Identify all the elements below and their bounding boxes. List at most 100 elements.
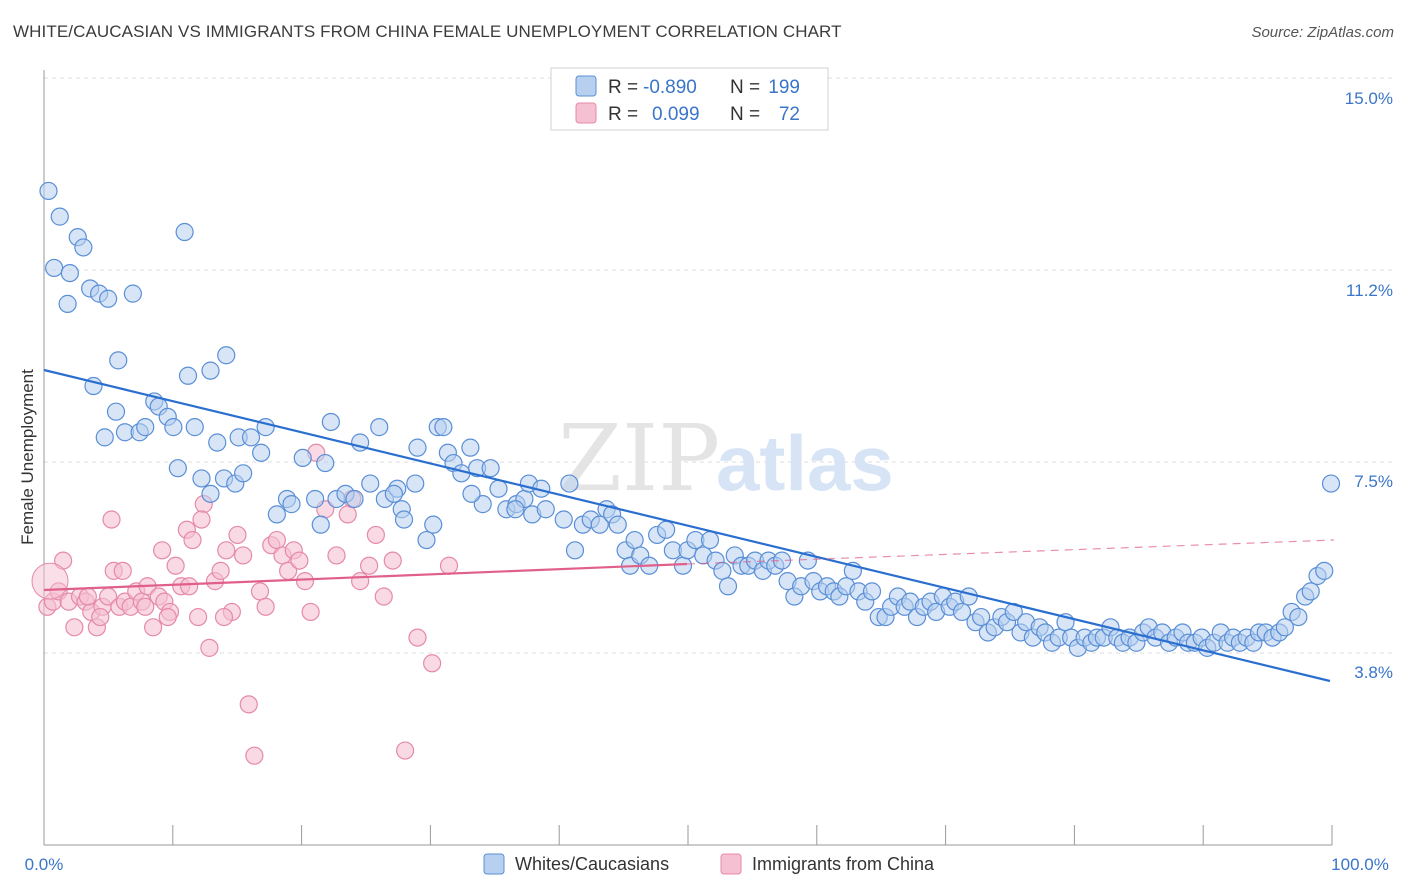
data-point-whites xyxy=(234,464,253,483)
bottom-legend-label-china: Immigrants from China xyxy=(752,854,935,874)
data-point-whites xyxy=(1289,607,1308,627)
data-point-whites xyxy=(267,505,286,524)
data-point-whites xyxy=(370,418,389,437)
data-point-whites xyxy=(201,361,220,380)
data-point-whites xyxy=(106,402,126,421)
legend-r-value-1: -0.890 xyxy=(643,77,697,98)
data-point-china xyxy=(295,572,315,591)
data-point-china xyxy=(366,525,385,545)
data-point-whites xyxy=(361,474,380,493)
data-point-whites xyxy=(506,500,525,519)
data-point-whites xyxy=(462,484,481,503)
data-point-china xyxy=(396,741,415,760)
data-point-whites xyxy=(554,510,573,529)
data-point-whites xyxy=(1301,582,1320,601)
data-point-whites xyxy=(201,484,220,503)
data-point-whites xyxy=(321,412,340,432)
data-point-whites xyxy=(560,474,579,493)
data-point-whites xyxy=(608,515,627,534)
legend-n-label-1: N = xyxy=(730,77,760,98)
legend-r-label-2: R = xyxy=(608,104,638,125)
data-point-china xyxy=(423,654,442,673)
legend-swatch-blue xyxy=(575,75,597,97)
data-point-china xyxy=(351,572,370,591)
data-point-whites xyxy=(217,346,236,365)
chart-title: WHITE/CAUCASIAN VS IMMIGRANTS FROM CHINA… xyxy=(13,22,842,41)
data-point-whites xyxy=(293,448,312,468)
data-point-whites xyxy=(345,489,364,509)
data-point-china xyxy=(153,541,172,560)
data-point-whites xyxy=(408,438,427,457)
bottom-legend-swatch-china xyxy=(720,853,742,875)
legend-n-value-2: 72 xyxy=(779,104,800,125)
data-point-china xyxy=(192,510,211,529)
legend-r-label-1: R = xyxy=(608,77,638,98)
watermark-zip: ZIP xyxy=(558,405,720,512)
data-point-whites xyxy=(952,602,972,622)
data-point-whites xyxy=(673,556,693,575)
data-point-whites xyxy=(473,495,492,514)
legend-n-value-1: 199 xyxy=(768,77,800,98)
data-point-china xyxy=(383,551,402,570)
data-point-china xyxy=(102,510,121,529)
data-point-whites xyxy=(136,418,155,437)
data-point-china xyxy=(301,602,320,622)
data-point-whites xyxy=(590,515,609,534)
data-point-china xyxy=(217,541,236,560)
data-point-china xyxy=(250,582,270,601)
y-tick-label: 3.8% xyxy=(1354,663,1393,682)
data-point-whites xyxy=(175,222,194,242)
data-point-china xyxy=(113,561,132,580)
data-point-china xyxy=(234,546,253,565)
data-point-whites xyxy=(178,366,198,385)
data-point-whites xyxy=(45,258,64,278)
data-point-whites xyxy=(406,474,425,493)
data-point-china xyxy=(183,530,202,550)
data-point-whites xyxy=(565,541,585,560)
data-point-whites xyxy=(384,484,403,503)
data-point-whites xyxy=(1275,618,1294,637)
y-tick-labels: 3.8% 7.5% 11.2% 15.0% xyxy=(1345,89,1393,682)
data-point-whites xyxy=(192,469,211,488)
data-point-china xyxy=(256,597,275,616)
data-point-china-large xyxy=(31,562,69,600)
data-point-whites xyxy=(252,443,271,462)
data-point-china xyxy=(408,628,427,647)
y-tick-label: 7.5% xyxy=(1354,472,1393,491)
data-point-china xyxy=(136,597,155,616)
legend-n-label-2: N = xyxy=(730,104,760,125)
data-point-whites xyxy=(58,294,77,313)
data-point-china xyxy=(144,618,163,637)
y-axis-label: Female Unemployment xyxy=(18,369,37,545)
trend-lines xyxy=(43,368,1335,683)
data-point-china xyxy=(267,530,286,550)
data-point-china xyxy=(158,607,177,627)
x-ticks xyxy=(43,825,1333,845)
data-point-china xyxy=(214,607,234,627)
data-point-china xyxy=(374,587,393,606)
data-point-whites xyxy=(306,489,325,509)
stats-legend-box xyxy=(550,67,829,131)
data-point-whites xyxy=(434,418,453,437)
data-point-whites xyxy=(700,530,720,550)
data-point-whites xyxy=(109,351,128,370)
data-point-china xyxy=(180,577,199,596)
data-point-whites xyxy=(74,238,93,257)
data-point-china xyxy=(360,556,379,575)
data-point-china xyxy=(327,546,346,565)
bottom-legend: Whites/Caucasians Immigrants from China xyxy=(483,853,935,875)
data-point-china xyxy=(245,746,264,765)
x-tick-label-max: 100.0% xyxy=(1331,855,1389,874)
data-point-whites xyxy=(718,577,738,596)
data-point-whites xyxy=(1315,561,1334,580)
trend-line-china-extrapolated xyxy=(686,539,1335,565)
legend-r-value-2: 0.099 xyxy=(652,104,700,125)
data-point-china xyxy=(228,525,247,545)
watermark: ZIP atlas xyxy=(558,405,894,512)
legend-swatch-pink xyxy=(575,102,597,124)
data-point-whites xyxy=(959,587,978,606)
bottom-legend-label-whites: Whites/Caucasians xyxy=(515,854,669,874)
data-point-whites xyxy=(168,459,187,478)
data-point-whites xyxy=(1321,474,1341,493)
data-point-whites xyxy=(972,607,991,627)
